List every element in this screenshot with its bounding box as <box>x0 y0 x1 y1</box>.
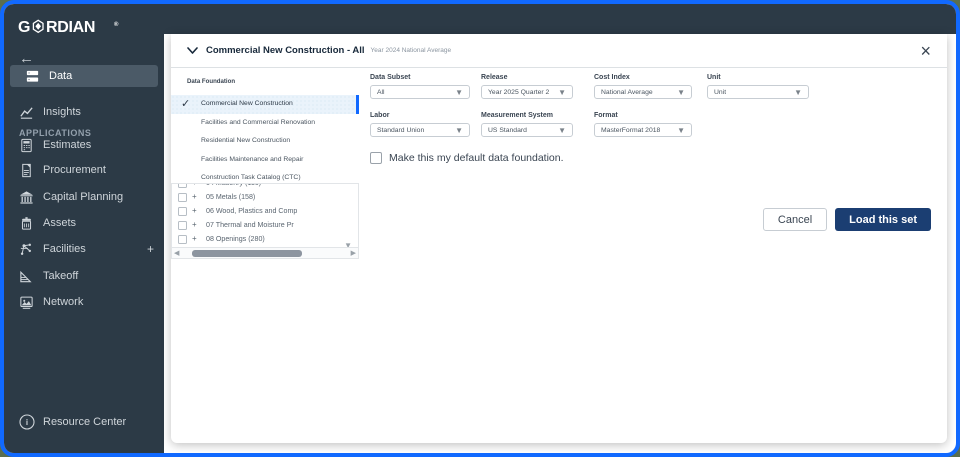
svg-text:i: i <box>26 418 28 427</box>
svg-text:RDIAN: RDIAN <box>46 19 95 36</box>
svg-text:®: ® <box>114 21 119 28</box>
svg-text:G: G <box>18 19 30 36</box>
